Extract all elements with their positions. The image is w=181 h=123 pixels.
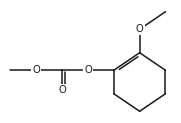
Text: O: O: [136, 24, 144, 34]
Text: O: O: [84, 65, 92, 75]
Text: O: O: [58, 85, 66, 95]
Text: O: O: [32, 65, 40, 75]
